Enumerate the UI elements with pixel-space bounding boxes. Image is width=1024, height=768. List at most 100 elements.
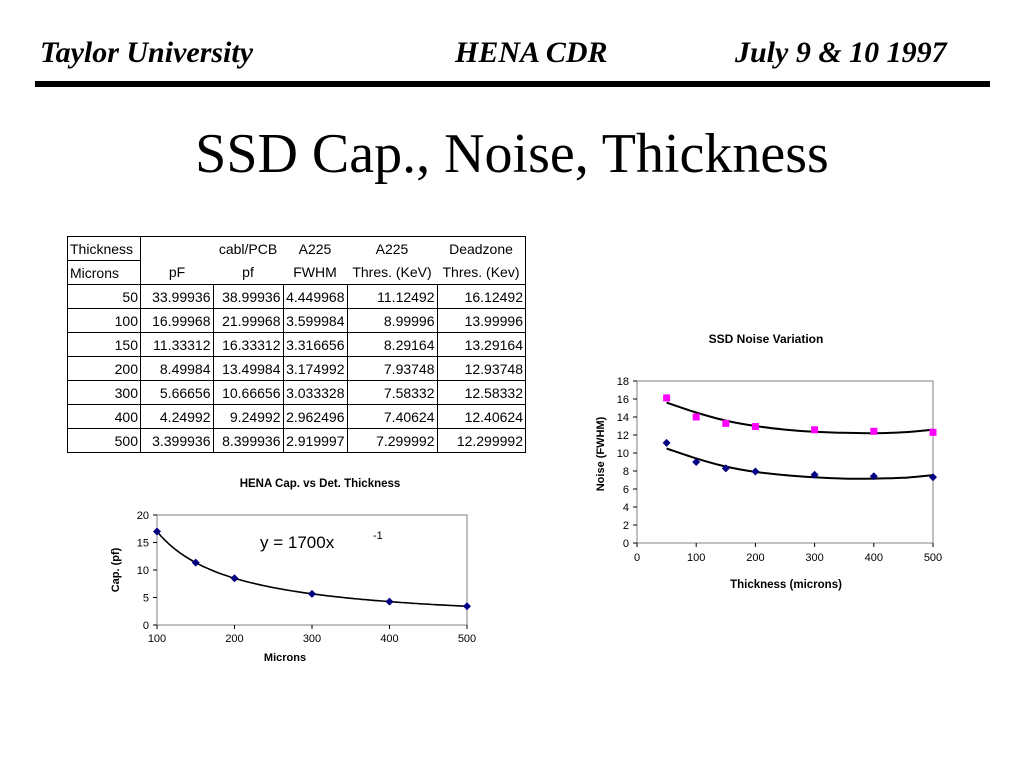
data-point-diamond [869,472,878,481]
table-header-cell: cabl/PCB [213,236,283,261]
data-point-diamond [191,558,200,567]
table-row: 500 3.399936 8.399936 2.919997 7.299992 12.29… [67,428,526,453]
table-header-cell: Microns [67,260,141,285]
table-header-cell: Thres. (Kev) [437,260,526,285]
y-tick-label: 5 [143,593,149,605]
table-cell: 7.93748 [346,356,438,381]
table-cell: 16.12492 [436,284,526,309]
y-tick-label: 15 [137,538,149,550]
y-tick-label: 0 [623,538,629,550]
table-cell: 16.99968 [140,308,214,333]
data-point-diamond [692,458,701,466]
table-cell: 150 [67,332,141,357]
table-cell: 2.962496 [282,404,348,429]
y-tick-label: 2 [623,520,629,532]
table-cell: 11.33312 [140,332,214,357]
y-tick-label: 10 [617,448,629,460]
table-row: 400 4.24992 9.24992 2.962496 7.40624 12.40624 [67,404,526,429]
header-left-text: Taylor University [40,36,254,69]
table-cell: 7.58332 [346,380,438,405]
data-point-square [663,394,671,402]
y-tick-label: 6 [623,484,629,496]
x-tick-label: 400 [380,633,398,645]
y-tick-label: 4 [623,502,629,514]
table-cell: 8.29164 [346,332,438,357]
trendline [666,447,934,480]
table-cell: 4.24992 [140,404,214,429]
trendline [666,401,934,435]
chart-title: HENA Cap. vs Det. Thickness [240,478,401,490]
y-tick-label: 8 [623,466,629,478]
table-row: 200 8.49984 13.49984 3.174992 7.93748 12.9374… [67,356,526,381]
data-point-square [751,423,759,431]
table-cell: 12.58332 [436,380,526,405]
x-tick-label: 0 [634,552,640,564]
data-point-diamond [721,464,730,473]
data-point-square [870,427,878,435]
data-point-square [929,428,937,436]
table-cell: 3.174992 [282,356,348,381]
y-tick-label: 10 [137,565,149,577]
data-point-diamond [308,589,316,598]
table-header-cell: A225 [347,236,437,261]
table-cell: 3.599984 [282,308,348,333]
plot-area-border [636,380,934,544]
y-axis-label: Noise (FWHM) [595,416,607,491]
table-cell: 10.66656 [212,380,284,405]
table-cell: 400 [67,404,141,429]
table-cell: 50 [67,284,141,309]
table-cell: 13.49984 [212,356,284,381]
table-cell: 8.399936 [212,428,284,453]
x-tick-label: 500 [458,633,476,645]
table-cell: 12.40624 [436,404,526,429]
y-tick-label: 0 [143,620,149,632]
table-header-cell [140,236,213,261]
table-cell: 38.99936 [212,284,284,309]
table-cell: 21.99968 [212,308,284,333]
data-point-diamond [929,473,937,482]
data-point-diamond [153,527,161,536]
table-cell: 13.29164 [436,332,526,357]
table-header-cell: FWHM [293,264,337,281]
table-header-row-1: Thickness cabl/PCB A225 A225 Deadzone [67,236,526,261]
table-header-cell: A225 [283,236,347,261]
table-cell: 100 [67,308,141,333]
table-cell: 11.12492 [346,284,438,309]
table-cell: 7.299992 [346,428,438,453]
header-center-text: HENA CDR [455,36,608,69]
table-cell: 33.99936 [140,284,214,309]
header-rule [35,81,990,87]
table-cell: 12.299992 [436,428,526,453]
x-tick-label: 100 [687,552,705,564]
table-cell: 500 [67,428,141,453]
table-cell: 12.93748 [436,356,526,381]
table-header-cell: Deadzone [437,236,526,261]
x-tick-label: 400 [865,552,883,564]
table-header-cell: pf [242,264,254,281]
table-cell: 4.449968 [282,284,348,309]
x-tick-label: 500 [924,552,942,564]
data-point-diamond [662,438,671,447]
table-header-cell: pF [168,264,186,281]
table-cell: 8.99996 [346,308,438,333]
trendline-equation: y = 1700x [260,533,335,552]
y-tick-label: 14 [617,412,629,424]
table-row: 150 11.33312 16.33312 3.316656 8.29164 13.291… [67,332,526,357]
data-point-diamond [810,470,819,479]
table-cell: 200 [67,356,141,381]
table-cell: 16.33312 [212,332,284,357]
table-cell: 9.24992 [212,404,284,429]
table-cell: 3.033328 [282,380,348,405]
data-point-diamond [463,602,471,611]
table-cell: 13.99996 [436,308,526,333]
data-point-square [722,419,730,427]
data-table: Thickness cabl/PCB A225 A225 Deadzone Mi… [67,236,526,453]
x-tick-label: 300 [805,552,823,564]
noise-chart: SSD Noise Variation 0 100 200 300 400 500 0 2 4 6 8… [595,332,942,591]
data-point-square [692,413,700,421]
table-row: 50 33.99936 38.99936 4.449968 11.12492 16.124… [67,284,526,309]
table-cell: 3.316656 [282,332,348,357]
chart-title: SSD Noise Variation [709,332,824,346]
table-cell: 8.49984 [140,356,214,381]
